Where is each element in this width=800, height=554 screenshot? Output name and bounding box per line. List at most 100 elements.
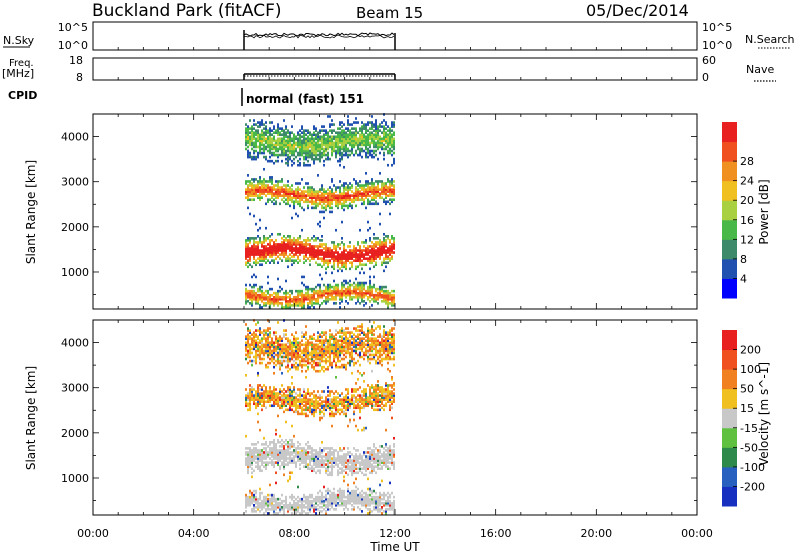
heatmap-cell xyxy=(255,141,257,145)
heatmap-cell xyxy=(265,400,267,403)
heatmap-cell xyxy=(389,184,391,187)
heatmap-cell xyxy=(325,463,327,466)
heatmap-cell xyxy=(319,501,321,505)
heatmap-cell xyxy=(325,153,327,157)
heatmap-cell xyxy=(313,390,315,393)
heatmap-cell xyxy=(267,361,269,365)
heatmap-cell xyxy=(349,186,351,189)
heatmap-cell xyxy=(287,503,289,507)
heatmap-cell xyxy=(327,406,329,410)
heatmap-cell xyxy=(315,141,317,145)
heatmap-cell xyxy=(337,471,339,475)
heatmap-cell xyxy=(251,300,253,303)
heatmap-cell xyxy=(329,206,331,210)
heatmap-cell xyxy=(333,243,335,246)
heatmap-cell xyxy=(317,335,319,338)
heatmap-cell xyxy=(317,469,319,473)
heatmap-cell xyxy=(295,400,297,403)
heatmap-cell xyxy=(389,137,391,141)
heatmap-cell xyxy=(275,449,277,452)
heatmap-cell xyxy=(363,123,365,126)
heatmap-cell xyxy=(247,335,249,338)
heatmap-cell xyxy=(327,453,329,456)
heatmap-cell xyxy=(377,186,379,189)
heatmap-cell xyxy=(339,202,341,206)
heatmap-cell xyxy=(345,396,347,399)
heatmap-cell xyxy=(385,131,387,135)
heatmap-cell xyxy=(309,335,311,338)
heatmap-cell xyxy=(293,143,295,147)
heatmap-cell xyxy=(313,351,315,355)
heatmap-cell xyxy=(303,155,305,159)
heatmap-cell xyxy=(355,190,357,193)
heatmap-cell xyxy=(263,297,265,301)
heatmap-cell xyxy=(325,404,327,408)
heatmap-cell xyxy=(277,232,279,236)
heatmap-cell xyxy=(375,263,377,267)
heatmap-cell xyxy=(293,365,295,369)
heatmap-cell xyxy=(351,467,353,471)
heatmap-cell xyxy=(269,361,271,365)
heatmap-cell xyxy=(351,390,353,393)
heatmap-cell xyxy=(249,394,251,397)
heatmap-cell xyxy=(247,186,249,189)
heatmap-cell xyxy=(267,145,269,149)
heatmap-cell xyxy=(253,506,255,509)
heatmap-cell xyxy=(357,184,359,187)
heatmap-cell xyxy=(331,143,333,147)
heatmap-cell xyxy=(357,265,359,269)
heatmap-cell xyxy=(297,190,299,193)
heatmap-cell xyxy=(321,277,323,281)
heatmap-cell xyxy=(375,119,377,122)
heatmap-cell xyxy=(249,237,251,240)
heatmap-cell xyxy=(309,302,311,305)
heatmap-cell xyxy=(313,289,315,293)
heatmap-cell xyxy=(307,145,309,149)
heatmap-cell xyxy=(369,261,371,265)
heatmap-cell xyxy=(327,200,329,204)
heatmap-cell xyxy=(249,343,251,347)
heatmap-cell xyxy=(269,180,271,183)
heatmap-cell xyxy=(343,357,345,361)
heatmap-cell xyxy=(251,247,253,250)
heatmap-cell xyxy=(313,469,315,473)
heatmap-cell xyxy=(259,351,261,355)
heatmap-cell xyxy=(391,200,393,204)
heatmap-cell xyxy=(325,271,327,275)
heatmap-cell xyxy=(275,394,277,397)
heatmap-cell xyxy=(267,392,269,395)
heatmap-cell xyxy=(317,291,319,295)
heatmap-cell xyxy=(245,510,247,513)
heatmap-cell xyxy=(275,331,277,334)
heatmap-cell xyxy=(249,283,251,287)
heatmap-cell xyxy=(345,327,347,330)
heatmap-cell xyxy=(379,125,381,128)
heatmap-cell xyxy=(383,237,385,240)
heatmap-cell xyxy=(391,251,393,254)
heatmap-cell xyxy=(311,353,313,357)
heatmap-cell xyxy=(329,361,331,365)
heatmap-cell xyxy=(315,343,317,347)
heatmap-cell xyxy=(257,349,259,353)
heatmap-cell xyxy=(323,343,325,347)
heatmap-cell xyxy=(283,249,285,252)
heatmap-cell xyxy=(245,245,247,248)
heatmap-cell xyxy=(349,153,351,157)
heatmap-cell xyxy=(373,243,375,246)
heatmap-cell xyxy=(293,200,295,204)
heatmap-cell xyxy=(279,253,281,256)
heatmap-cell xyxy=(329,129,331,132)
heatmap-cell xyxy=(279,257,281,260)
heatmap-cell xyxy=(345,263,347,267)
heatmap-cell xyxy=(263,237,265,240)
heatmap-cell xyxy=(337,243,339,246)
heatmap-cell xyxy=(377,253,379,256)
heatmap-cell xyxy=(261,297,263,301)
heatmap-cell xyxy=(393,198,395,202)
heatmap-cell xyxy=(245,373,247,377)
heatmap-cell xyxy=(343,475,345,479)
heatmap-cell xyxy=(327,503,329,507)
heatmap-cell xyxy=(317,194,319,197)
heatmap-cell xyxy=(277,125,279,128)
heatmap-cell xyxy=(355,295,357,299)
